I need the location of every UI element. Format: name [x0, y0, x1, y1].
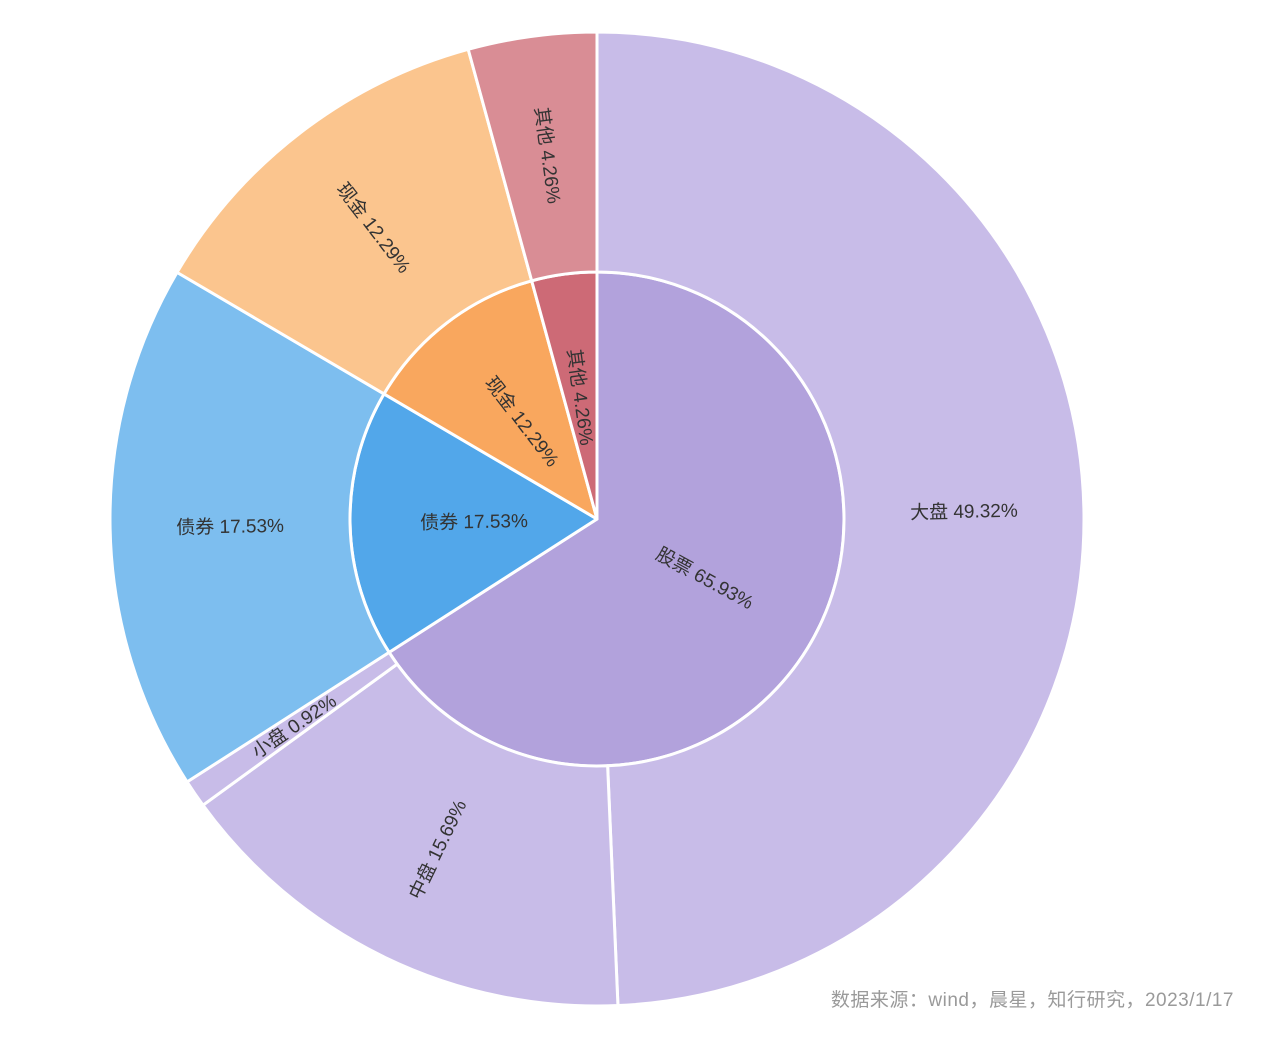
- outer-segment-其他-5[interactable]: [466, 30, 599, 283]
- outer-segment-label-大盘: 大盘 49.32%: [910, 500, 1018, 524]
- outer-segment-label-债券: 债券 17.53%: [176, 515, 284, 539]
- inner-segment-label-债券: 债券 17.53%: [420, 510, 528, 534]
- outer-segment-大盘-0[interactable]: [595, 30, 1086, 1008]
- source-note: 数据来源：wind，晨星，知行研究，2023/1/17: [830, 990, 1234, 1011]
- outer-segment-债券-3[interactable]: [108, 270, 391, 784]
- outer-segment-中盘-1[interactable]: [201, 662, 620, 1008]
- outer-segment-现金-4[interactable]: [175, 47, 534, 396]
